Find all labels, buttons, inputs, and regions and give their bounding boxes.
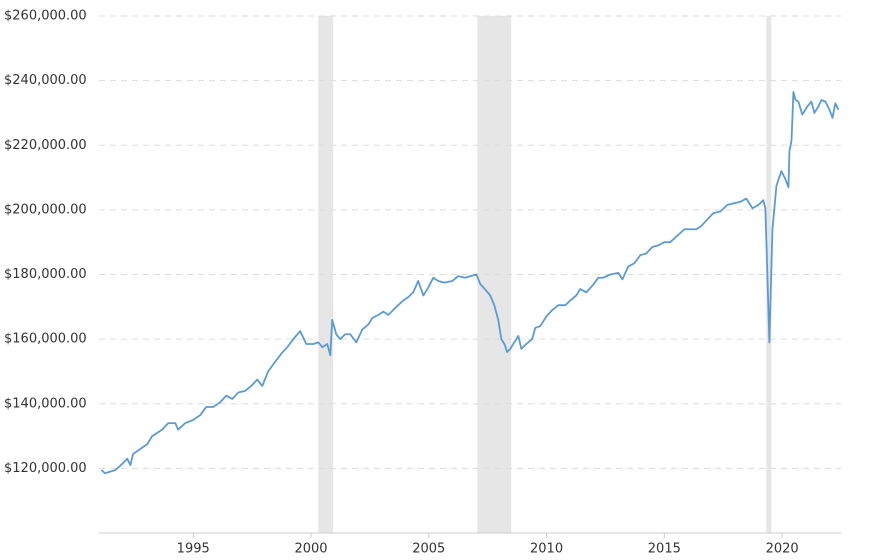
shaded-period bbox=[477, 16, 512, 533]
x-tick-label: 2005 bbox=[412, 542, 445, 557]
y-tick-label: $160,000.00 bbox=[4, 332, 87, 347]
y-tick-label: $120,000.00 bbox=[4, 461, 87, 476]
x-tick-label: 2010 bbox=[530, 542, 563, 557]
y-tick-label: $200,000.00 bbox=[4, 202, 87, 217]
shaded-period bbox=[766, 16, 772, 533]
y-tick-label: $260,000.00 bbox=[4, 9, 87, 24]
y-tick-label: $220,000.00 bbox=[4, 138, 87, 153]
x-tick-label: 2020 bbox=[766, 542, 799, 557]
y-tick-label: $240,000.00 bbox=[4, 73, 87, 88]
x-tick-label: 2015 bbox=[648, 542, 681, 557]
y-tick-label: $180,000.00 bbox=[4, 267, 87, 282]
x-tick-label: 1995 bbox=[177, 542, 210, 557]
y-tick-label: $140,000.00 bbox=[4, 396, 87, 411]
x-tick-label: 2000 bbox=[294, 542, 327, 557]
data-line bbox=[100, 91, 840, 475]
